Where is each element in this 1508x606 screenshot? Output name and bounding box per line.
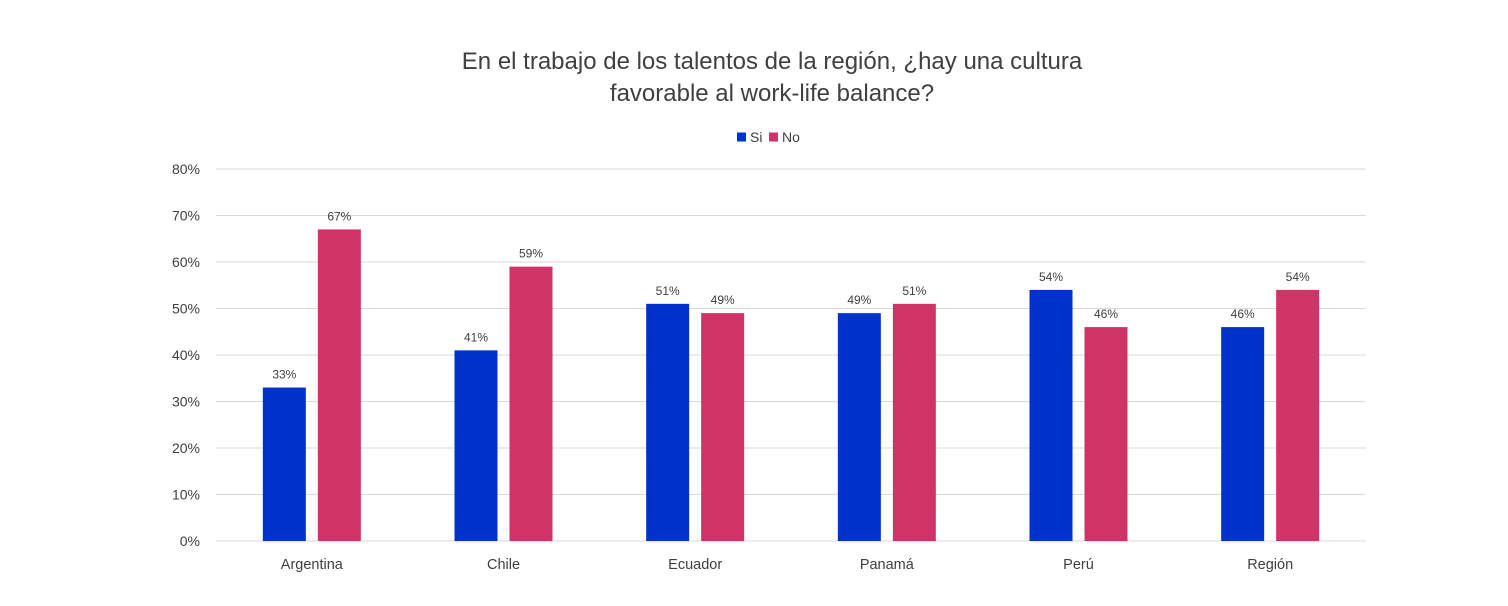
chart-legend: Si No xyxy=(737,129,800,145)
x-tick-label: Chile xyxy=(487,557,520,573)
x-tick-label: Región xyxy=(1247,557,1293,573)
data-label: 49% xyxy=(847,293,871,307)
x-tick-label: Argentina xyxy=(281,557,344,573)
bar-si-0 xyxy=(262,387,306,541)
bar-no-5 xyxy=(1276,289,1320,541)
bar-no-2 xyxy=(701,313,745,541)
bar-no-0 xyxy=(317,229,361,541)
y-tick-label: 60% xyxy=(172,254,200,270)
y-tick-label: 20% xyxy=(172,440,200,456)
legend-swatch-no xyxy=(769,132,778,142)
chart-title-line-2: favorable al work-life balance? xyxy=(610,80,934,107)
bar-no-1 xyxy=(509,266,553,541)
data-label: 41% xyxy=(464,330,488,344)
y-tick-label: 80% xyxy=(172,161,200,177)
bar-si-3 xyxy=(837,313,881,541)
legend-label-no: No xyxy=(782,129,800,145)
y-tick-label: 30% xyxy=(172,394,200,410)
bar-no-3 xyxy=(892,303,936,541)
legend-swatch-si xyxy=(737,132,746,142)
y-axis: 0% 10% 20% 30% 40% 50% 60% 70% 80% xyxy=(172,161,200,549)
y-tick-label: 50% xyxy=(172,301,200,317)
data-label: 54% xyxy=(1039,270,1063,284)
x-tick-label: Ecuador xyxy=(668,557,722,573)
bar-si-5 xyxy=(1221,327,1265,541)
gridlines xyxy=(216,168,1366,542)
bars xyxy=(262,229,1320,541)
bar-si-2 xyxy=(646,303,690,541)
data-label: 46% xyxy=(1231,307,1255,321)
data-label: 51% xyxy=(656,284,680,298)
x-tick-label: Panamá xyxy=(860,557,915,573)
y-tick-label: 40% xyxy=(172,347,200,363)
data-labels: 33% 67% 41% 59% 51% 49% 49% 51% 54% 46% 46% 54% xyxy=(272,209,1310,381)
y-tick-label: 70% xyxy=(172,208,200,224)
x-axis: Argentina Chile Ecuador Panamá Perú Región xyxy=(281,557,1293,573)
bar-si-1 xyxy=(454,350,498,541)
data-label: 46% xyxy=(1094,307,1118,321)
x-tick-label: Perú xyxy=(1063,557,1094,573)
y-tick-label: 10% xyxy=(172,487,200,503)
data-label: 51% xyxy=(902,284,926,298)
bar-no-4 xyxy=(1084,327,1128,541)
bar-si-4 xyxy=(1029,289,1073,541)
data-label: 67% xyxy=(327,209,351,223)
data-label: 49% xyxy=(711,293,735,307)
legend-label-si: Si xyxy=(750,129,762,145)
data-label: 33% xyxy=(272,368,296,382)
data-label: 59% xyxy=(519,247,543,261)
chart-title-line-1: En el trabajo de los talentos de la regi… xyxy=(462,48,1083,75)
data-label: 54% xyxy=(1286,270,1310,284)
y-tick-label: 0% xyxy=(180,533,200,549)
